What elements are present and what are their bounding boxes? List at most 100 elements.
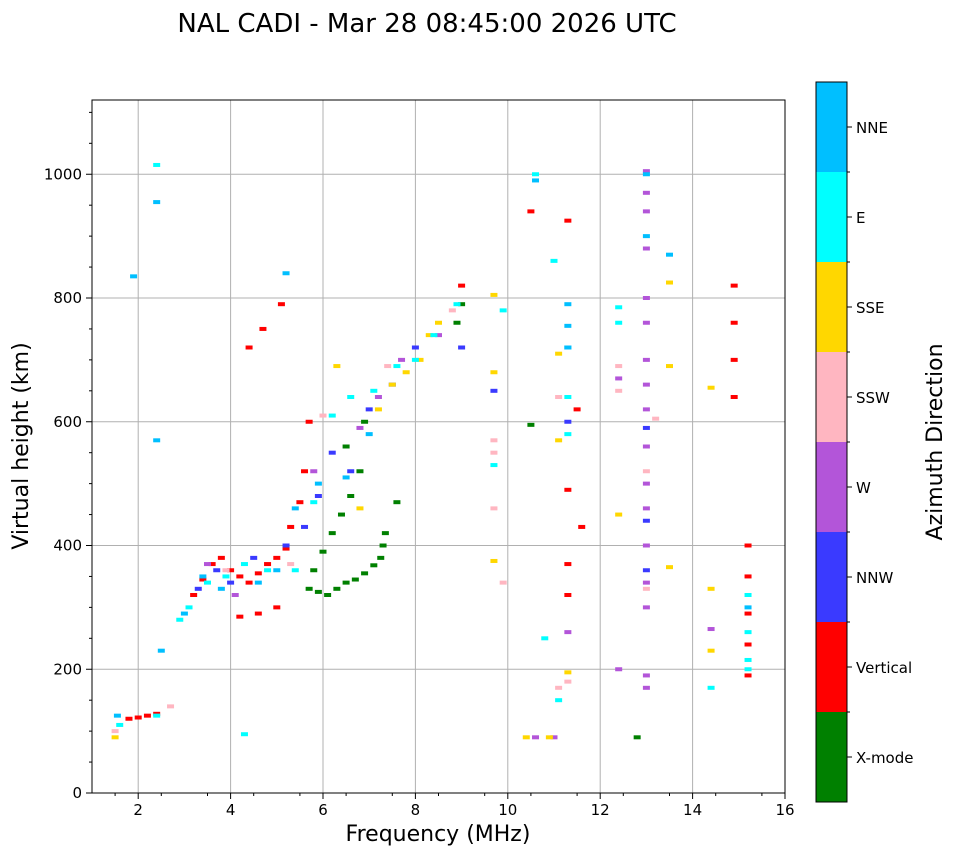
data-point-nnw bbox=[194, 586, 202, 591]
data-point-ssw bbox=[642, 586, 650, 591]
data-marks bbox=[111, 162, 752, 740]
data-point-e bbox=[499, 308, 507, 313]
data-point-e bbox=[411, 357, 419, 362]
data-point-vertical bbox=[730, 395, 738, 399]
data-point-vertical bbox=[227, 568, 235, 573]
y-tick-label: 600 bbox=[53, 413, 82, 431]
data-point-w bbox=[642, 190, 650, 195]
data-point-nne bbox=[744, 605, 752, 610]
data-point-e bbox=[264, 568, 272, 573]
data-point-e bbox=[222, 574, 230, 579]
data-point-sse bbox=[490, 370, 498, 375]
data-point-w bbox=[642, 580, 650, 585]
colorbar-segment bbox=[816, 532, 847, 622]
data-point-vertical bbox=[287, 524, 295, 529]
colorbar-label-sse: SSE bbox=[856, 299, 885, 317]
data-point-nne bbox=[113, 713, 121, 718]
data-point-sse bbox=[555, 351, 563, 356]
data-point-vertical bbox=[264, 562, 272, 567]
data-point-w bbox=[642, 296, 650, 300]
data-point-e bbox=[204, 580, 211, 585]
data-point-w bbox=[204, 562, 211, 567]
data-point-x-mode bbox=[379, 543, 387, 548]
data-point-x-mode bbox=[324, 593, 332, 597]
data-point-x-mode bbox=[310, 568, 318, 573]
data-point-w bbox=[642, 605, 650, 610]
data-point-nne bbox=[342, 475, 350, 480]
data-point-nne bbox=[180, 611, 188, 616]
colorbar-label: Azimuth Direction bbox=[923, 343, 948, 540]
data-point-vertical bbox=[730, 357, 738, 362]
chart-title: NAL CADI - Mar 28 08:45:00 2026 UTC bbox=[177, 9, 676, 39]
data-point-e bbox=[490, 463, 498, 468]
data-point-sse bbox=[707, 648, 715, 653]
data-point-e bbox=[430, 333, 438, 338]
data-point-ssw bbox=[499, 580, 507, 585]
data-point-nne bbox=[314, 481, 322, 486]
data-point-w bbox=[642, 444, 650, 449]
data-point-vertical bbox=[236, 574, 244, 579]
colorbar-segment bbox=[816, 82, 847, 172]
y-tick-label: 400 bbox=[53, 537, 82, 555]
x-tick-label: 16 bbox=[775, 801, 794, 819]
data-point-x-mode bbox=[342, 580, 350, 585]
data-point-ssw bbox=[384, 364, 392, 369]
colorbar-label-e: E bbox=[856, 209, 865, 227]
data-point-nne bbox=[291, 506, 299, 511]
data-point-x-mode bbox=[342, 444, 350, 449]
y-axis-ticks: 0 200 400 600 800 1000 bbox=[44, 111, 92, 802]
data-point-ssw bbox=[615, 388, 623, 393]
data-point-nnw bbox=[411, 345, 419, 350]
data-point-x-mode bbox=[633, 735, 641, 740]
data-point-vertical bbox=[254, 571, 262, 576]
colorbar-label-ssw: SSW bbox=[856, 389, 890, 407]
data-point-vertical bbox=[143, 713, 151, 718]
data-point-nnw bbox=[642, 425, 650, 430]
data-point-sse bbox=[333, 364, 341, 369]
data-point-x-mode bbox=[356, 469, 364, 474]
data-point-ssw bbox=[555, 395, 563, 399]
data-point-nne bbox=[642, 234, 650, 239]
data-point-w bbox=[642, 209, 650, 214]
data-point-nnw bbox=[564, 419, 572, 424]
data-point-ssw bbox=[555, 685, 563, 690]
data-point-e bbox=[707, 685, 715, 690]
data-point-sse bbox=[416, 357, 424, 362]
data-point-x-mode bbox=[527, 422, 535, 427]
data-point-ssw bbox=[615, 364, 623, 369]
x-tick-label: 6 bbox=[318, 801, 328, 819]
data-point-e bbox=[532, 172, 540, 177]
data-point-nnw bbox=[642, 518, 650, 523]
data-point-e bbox=[176, 617, 184, 622]
data-point-sse bbox=[555, 438, 563, 443]
data-point-ssw bbox=[448, 308, 456, 313]
data-point-x-mode bbox=[347, 494, 355, 498]
data-point-x-mode bbox=[351, 577, 359, 582]
data-point-w bbox=[642, 320, 650, 325]
y-tick-label: 0 bbox=[72, 784, 82, 802]
data-point-nne bbox=[564, 302, 572, 307]
colorbar-segment bbox=[816, 442, 847, 532]
data-point-vertical bbox=[236, 614, 244, 619]
data-point-sse bbox=[402, 370, 410, 375]
data-point-e bbox=[347, 395, 355, 399]
data-point-vertical bbox=[301, 469, 309, 474]
data-point-vertical bbox=[564, 218, 572, 223]
data-point-vertical bbox=[273, 555, 281, 560]
data-point-nne bbox=[642, 172, 650, 177]
data-point-vertical bbox=[744, 642, 752, 647]
data-point-nne bbox=[153, 438, 161, 443]
data-point-sse bbox=[490, 292, 498, 297]
data-point-e bbox=[564, 395, 572, 399]
data-point-w bbox=[435, 333, 442, 338]
data-point-ssw bbox=[490, 438, 498, 443]
data-point-x-mode bbox=[381, 531, 389, 536]
data-point-sse bbox=[522, 735, 530, 740]
data-point-w bbox=[642, 357, 650, 362]
x-tick-label: 14 bbox=[683, 801, 702, 819]
data-point-vertical bbox=[527, 209, 535, 214]
colorbar-label-x-mode: X-mode bbox=[856, 749, 913, 767]
data-point-e bbox=[153, 162, 161, 167]
data-point-x-mode bbox=[361, 571, 369, 576]
